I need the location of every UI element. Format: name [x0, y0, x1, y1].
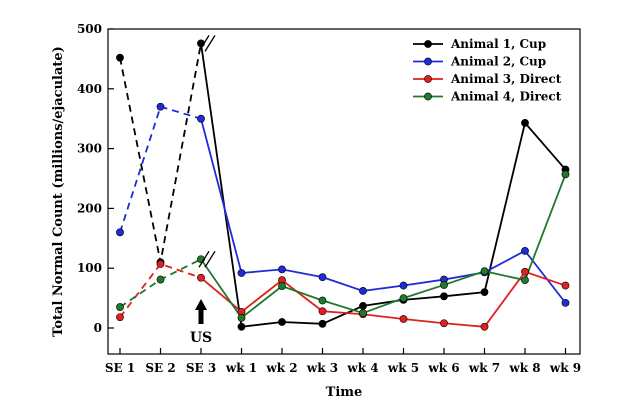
series-1-point-10	[480, 288, 489, 297]
break-slash	[198, 35, 210, 52]
legend-label-1: Animal 1, Cup	[450, 37, 546, 51]
x-axis: SE 1 SE 2 SE 3 wk 1 wk 2 wk 3 wk 4 wk 5 wk 6 wk 7…	[105, 348, 581, 375]
series-1-point-6	[318, 319, 327, 328]
x-tick-label: wk 3	[306, 361, 338, 375]
plot-frame	[107, 28, 581, 355]
series-3-point-9	[440, 319, 448, 328]
series-2-dashed-line	[119, 105, 202, 233]
series-3-point-3	[197, 273, 205, 282]
up-arrow-icon	[195, 299, 207, 324]
series-4-solid-line	[200, 173, 567, 320]
series-points	[116, 39, 570, 331]
series-2-point-2	[156, 102, 165, 111]
series-3-point-8	[399, 315, 408, 323]
series-3-point-12	[561, 281, 570, 290]
series-3-point-6	[318, 307, 327, 316]
series-2-point-7	[359, 287, 367, 295]
series-4-point-8	[399, 294, 408, 302]
series-3-point-11	[521, 267, 529, 276]
series-2-point-5	[278, 265, 286, 274]
x-tick-label: SE 3	[186, 361, 216, 375]
series-1-point-4	[237, 322, 246, 331]
y-tick-label: 0	[94, 321, 102, 335]
x-tick-label: SE 2	[145, 361, 175, 375]
break-slash	[204, 35, 216, 52]
x-tick-label: wk 8	[508, 361, 540, 375]
y-tick-label: 500	[77, 22, 102, 36]
series-3-dashed-line	[119, 262, 202, 318]
annotation-label: US	[190, 330, 212, 346]
series-3-point-10	[480, 322, 489, 331]
series-2-point-4	[237, 269, 246, 277]
legend-marker-4	[424, 92, 432, 101]
series-2-point-12	[561, 298, 570, 307]
ultrasound-annotation: US	[190, 299, 212, 346]
series-4-point-4	[237, 313, 246, 322]
x-tick-label: wk 5	[387, 361, 419, 375]
x-tick-label: wk 9	[549, 361, 581, 375]
series-2-point-3	[197, 114, 205, 123]
series-1-dashed-line	[119, 43, 202, 263]
x-tick-label: SE 1	[105, 361, 135, 375]
x-tick-label: wk 2	[265, 361, 297, 375]
break-slash	[204, 250, 216, 268]
y-tick-label: 400	[77, 82, 102, 96]
series-2-solid-line	[200, 118, 567, 304]
axis-break-marks	[198, 35, 216, 268]
series-4-point-10	[480, 267, 489, 276]
series-1-point-7	[359, 301, 367, 310]
legend-marker-2	[424, 57, 432, 66]
series-2-point-8	[399, 281, 408, 290]
series-2-point-6	[318, 273, 327, 282]
series-4-point-9	[440, 281, 448, 289]
x-tick-label: wk 1	[225, 361, 257, 375]
series-1-point-1	[116, 53, 124, 62]
y-tick-label: 300	[77, 142, 102, 156]
legend-label-3: Animal 3, Direct	[450, 72, 562, 86]
legend-label-4: Animal 4, Direct	[450, 90, 562, 104]
legend-label-2: Animal 2, Cup	[450, 55, 546, 69]
plot-border	[107, 28, 581, 355]
x-axis-title: Time	[326, 385, 363, 400]
legend-marker-3	[424, 75, 432, 83]
x-tick-label: wk 6	[427, 361, 459, 375]
series-4-point-1	[116, 303, 124, 311]
series-4-point-2	[156, 275, 165, 284]
y-tick-label: 200	[77, 201, 102, 215]
series-4-point-12	[561, 170, 570, 179]
y-axis: 0 100 200 300 400 500	[77, 22, 114, 335]
series-1-point-11	[521, 118, 529, 127]
series-4-point-5	[278, 282, 286, 291]
series-4-point-11	[521, 276, 529, 285]
y-axis-title: Total Normal Count (millions/ejaculate)	[51, 46, 66, 337]
series-4-point-7	[359, 309, 367, 317]
series-1-point-9	[440, 292, 448, 301]
series-3-solid-line	[200, 270, 566, 328]
series-2-point-11	[521, 246, 529, 255]
series-2-point-1	[116, 228, 124, 237]
x-tick-label: wk 7	[468, 361, 500, 375]
series-3-point-2	[156, 260, 165, 268]
y-tick-label: 100	[77, 261, 102, 275]
series-4-point-6	[318, 296, 327, 305]
series-1-point-5	[278, 318, 286, 326]
break-slash	[198, 250, 210, 268]
series-3-point-1	[116, 313, 124, 322]
x-tick-label: wk 4	[346, 361, 378, 375]
legend: Animal 1, Cup Animal 2, Cup Animal 3, Dire…	[413, 37, 562, 104]
series-1-solid-line	[200, 43, 567, 328]
legend-marker-1	[424, 40, 432, 48]
